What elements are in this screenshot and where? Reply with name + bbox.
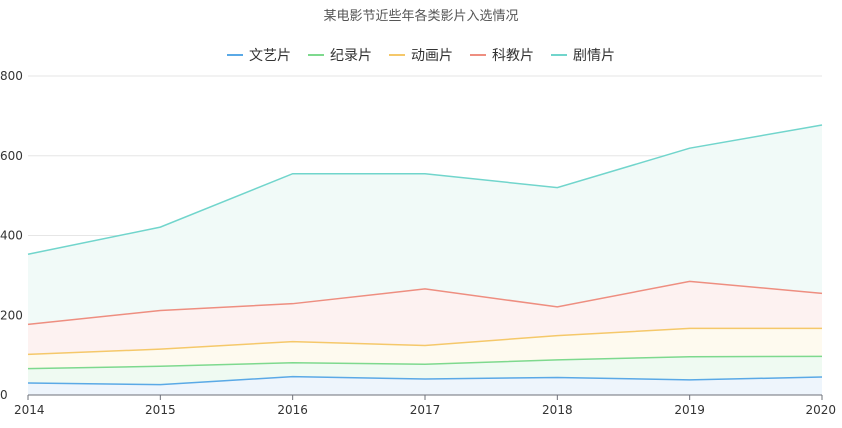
legend-item-2[interactable]: 动画片 <box>389 45 453 65</box>
x-tick-label: 2017 <box>410 403 441 417</box>
y-tick-label: 0 <box>0 388 8 402</box>
legend-label: 纪录片 <box>330 48 372 64</box>
legend-swatch <box>389 54 405 56</box>
legend-item-0[interactable]: 文艺片 <box>227 45 291 65</box>
x-tick-label: 2019 <box>674 403 705 417</box>
legend-label: 剧情片 <box>573 48 615 64</box>
area-4 <box>28 125 822 325</box>
area-3 <box>28 281 822 355</box>
y-tick-label: 600 <box>0 149 23 163</box>
y-tick-label: 200 <box>0 308 23 322</box>
legend-label: 动画片 <box>411 48 453 64</box>
y-tick-label: 800 <box>0 69 23 83</box>
x-tick-label: 2014 <box>14 403 45 417</box>
x-tick-label: 2015 <box>145 403 176 417</box>
legend-label: 文艺片 <box>249 48 291 64</box>
legend-swatch <box>551 54 567 56</box>
area-2 <box>28 328 822 369</box>
x-tick-label: 2016 <box>277 403 308 417</box>
area-1 <box>28 356 822 385</box>
x-tick-label: 2018 <box>542 403 573 417</box>
chart-title: 某电影节近些年各类影片入选情况 <box>323 9 519 24</box>
y-tick-label: 400 <box>0 229 23 243</box>
legend-item-3[interactable]: 科教片 <box>470 45 534 65</box>
legend-swatch <box>470 54 486 56</box>
legend-swatch <box>227 54 243 56</box>
legend-item-4[interactable]: 剧情片 <box>551 45 615 65</box>
legend-swatch <box>308 54 324 56</box>
legend: 文艺片 纪录片 动画片 科教片 剧情片 <box>0 45 842 65</box>
x-tick-label: 2020 <box>805 403 836 417</box>
legend-label: 科教片 <box>492 48 534 64</box>
legend-item-1[interactable]: 纪录片 <box>308 45 372 65</box>
